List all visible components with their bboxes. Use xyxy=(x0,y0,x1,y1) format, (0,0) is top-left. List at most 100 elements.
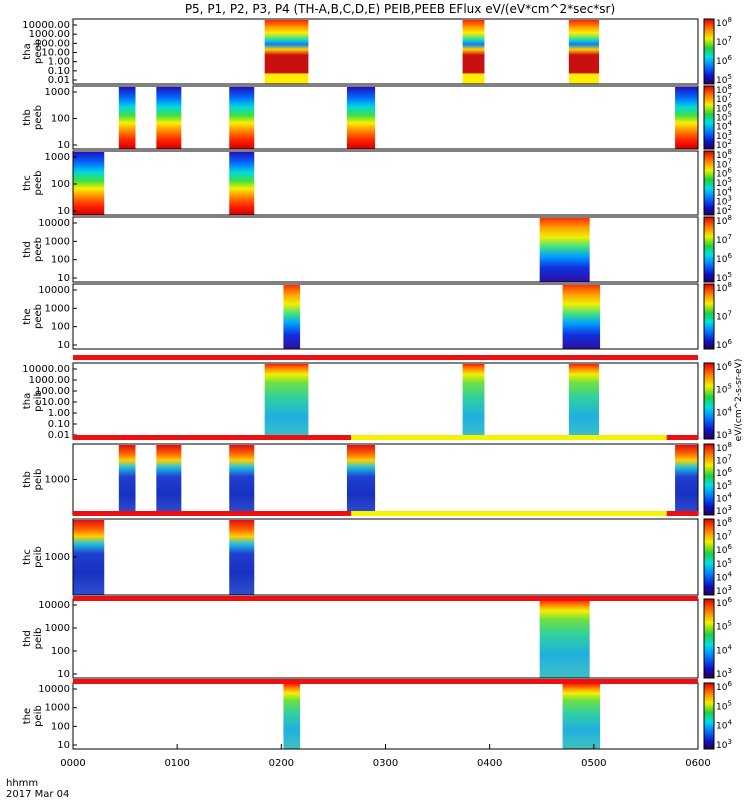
colorbar-tick-label: 106 xyxy=(716,543,732,556)
colorbar-tick-label: 105 xyxy=(716,111,732,124)
colorbar-tick-label: 108 xyxy=(716,148,732,161)
colorbar-tick-label: 107 xyxy=(716,530,732,543)
panel-frame xyxy=(72,18,699,85)
y-tick-label: 1000.00 xyxy=(29,29,70,40)
panel-frame xyxy=(72,85,699,150)
colorbar-tick-label: 108 xyxy=(716,214,732,227)
colorbar-tick-label: 108 xyxy=(716,281,732,294)
y-tick-label: 1000 xyxy=(45,87,70,98)
panel-instrument-label: peib xyxy=(33,705,44,727)
colorbar-tick-label: 104 xyxy=(716,405,732,418)
spectrogram-block xyxy=(562,684,601,749)
y-tick-label: 100.00 xyxy=(35,386,70,397)
spectrogram-block xyxy=(229,152,255,215)
spectrogram-block xyxy=(675,445,698,515)
colorbar-tick-label: 103 xyxy=(716,504,732,517)
spectrogram-block xyxy=(562,285,601,349)
colorbar-tick-label: 108 xyxy=(716,16,732,29)
y-tick-label: 1000 xyxy=(45,703,70,714)
spectrogram-block xyxy=(264,20,309,84)
x-tick-label: 0500 xyxy=(581,758,606,769)
panel-probe-label: thc xyxy=(22,549,33,565)
panel-instrument-label: peib xyxy=(33,469,44,491)
spectrogram-block xyxy=(229,520,255,595)
colorbar-tick-label: 107 xyxy=(716,35,732,48)
colorbar xyxy=(703,85,715,150)
colorbar-tick-label: 105 xyxy=(716,73,732,86)
spectrogram-block xyxy=(118,445,136,515)
date-label: 2017 Mar 04 xyxy=(6,789,69,800)
colorbar-tick-label: 105 xyxy=(716,383,732,396)
colorbar xyxy=(703,216,715,283)
status-bar-segment xyxy=(73,355,698,360)
status-bar-segment xyxy=(666,435,698,440)
status-bar-segment xyxy=(73,679,698,684)
colorbar-tick-label: 103 xyxy=(716,667,732,680)
spectrogram-block xyxy=(73,152,105,215)
panel-probe-label: thb xyxy=(22,109,33,126)
figure-title: P5, P1, P2, P3, P4 (TH-A,B,C,D,E) PEIB,P… xyxy=(185,2,615,16)
colorbar-tick-label: 105 xyxy=(716,176,732,189)
spectrogram-block xyxy=(73,520,105,595)
colorbar-tick-label: 108 xyxy=(716,516,732,529)
y-tick-label: 10 xyxy=(57,740,70,751)
y-tick-label: 1000 xyxy=(45,303,70,314)
colorbar-tick-label: 107 xyxy=(716,92,732,105)
panel-instrument-label: peib xyxy=(33,628,44,650)
y-tick-label: 0.10 xyxy=(48,419,70,430)
colorbar-tick-label: 107 xyxy=(716,310,732,323)
panels-group: 10000.001000.00100.0010.001.000.100.01th… xyxy=(22,16,732,769)
spectrogram-block xyxy=(462,364,485,439)
colorbar xyxy=(703,18,715,85)
colorbar-tick-label: 108 xyxy=(716,441,732,454)
spectrogram-block xyxy=(283,684,301,749)
y-tick-label: 1000.00 xyxy=(29,375,70,386)
status-bar-segment xyxy=(73,596,698,601)
y-tick-label: 10 xyxy=(57,340,70,351)
y-tick-label: 1000 xyxy=(45,475,70,486)
colorbar-tick-label: 107 xyxy=(716,454,732,467)
y-tick-label: 0.10 xyxy=(48,66,70,77)
colorbar-tick-label: 104 xyxy=(716,491,732,504)
panel-probe-label: thd xyxy=(22,630,33,647)
spectrogram-block xyxy=(675,87,698,149)
colorbar-tick-label: 104 xyxy=(716,120,732,133)
y-tick-label: 100 xyxy=(51,179,70,190)
panel-probe-label: thd xyxy=(22,241,33,258)
panel-instrument-label: peeb xyxy=(33,304,44,329)
colorbar-tick-label: 107 xyxy=(716,233,732,246)
panel-frame xyxy=(72,598,699,679)
panel-probe-label: thc xyxy=(22,175,33,191)
colorbar-tick-label: 104 xyxy=(716,719,732,732)
colorbar xyxy=(703,150,715,216)
colorbar-tick-label: 108 xyxy=(716,83,732,96)
y-tick-label: 0.01 xyxy=(48,430,70,441)
spectrogram-block xyxy=(156,445,182,515)
panel-frame xyxy=(72,283,699,350)
y-tick-label: 10 xyxy=(57,273,70,284)
panel-frame xyxy=(72,216,699,283)
panel-probe-label: tha xyxy=(22,393,33,409)
colorbar-tick-label: 105 xyxy=(716,557,732,570)
colorbar-tick-label: 105 xyxy=(716,271,732,284)
colorbar-tick-label: 105 xyxy=(716,479,732,492)
panel-instrument-label: peeb xyxy=(33,171,44,196)
colorbar-tick-label: 106 xyxy=(716,338,732,351)
x-tick-label: 0400 xyxy=(477,758,502,769)
colorbar-tick-label: 106 xyxy=(716,101,732,114)
panel-frame xyxy=(72,362,699,440)
colorbar-label: eV/(cm^2-s-sr-eV) xyxy=(734,359,744,442)
x-tick-label: 0300 xyxy=(373,758,398,769)
spectrogram-block xyxy=(346,87,376,149)
panel-probe-label: the xyxy=(22,708,33,724)
colorbar-tick-label: 106 xyxy=(716,466,732,479)
x-tick-label: 0000 xyxy=(60,758,85,769)
panel-instrument-label: peib xyxy=(33,546,44,568)
colorbar-tick-label: 106 xyxy=(716,360,732,373)
colorbar-tick-label: 104 xyxy=(716,570,732,583)
spectrogram-block xyxy=(156,87,182,149)
colorbar-tick-label: 103 xyxy=(716,584,732,597)
spectrogram-block xyxy=(539,600,590,678)
panel-instrument-label: peeb xyxy=(33,237,44,262)
colorbar xyxy=(703,598,715,679)
